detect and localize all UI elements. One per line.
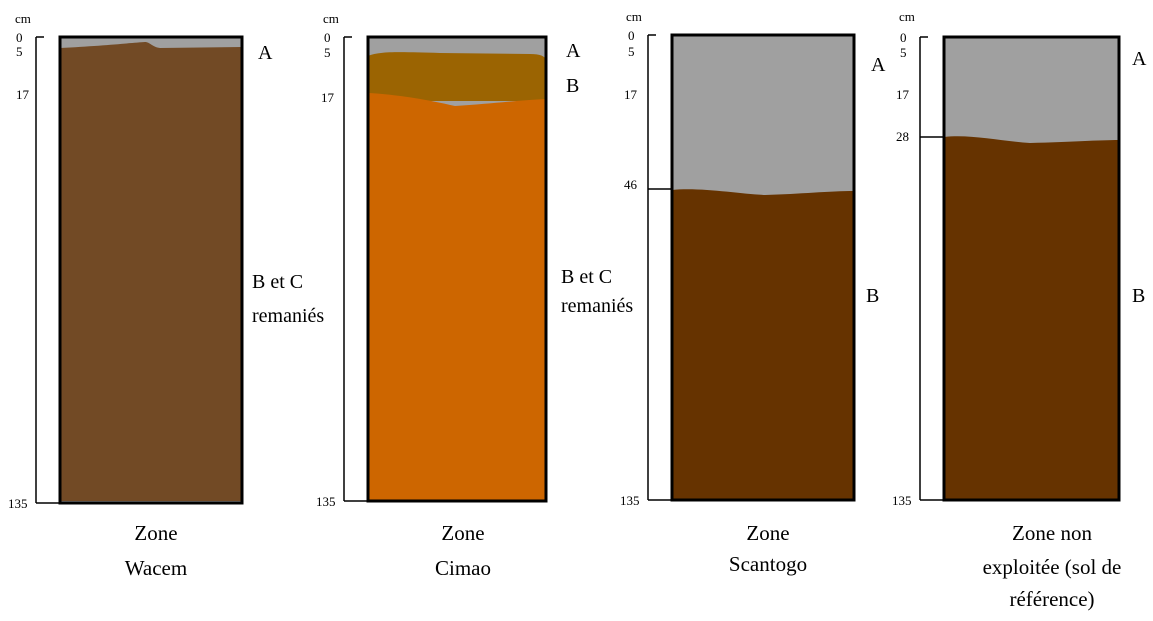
horizon-label-a: A: [1132, 48, 1147, 70]
profile-scantogo: cm 0 5 17 46 135 A B Zone Scantogo: [620, 9, 886, 576]
horizon-label-b: B: [866, 285, 879, 307]
profile-frame: [670, 33, 856, 502]
horizon-label-bc: B et C: [561, 266, 612, 288]
depth-unit: cm: [323, 11, 339, 26]
profile-wacem: cm 0 5 17 135 A B et C remaniés Zone Wac…: [8, 11, 324, 580]
horizon-b-layer: [672, 189, 854, 499]
profile-frame: [366, 35, 548, 503]
horizon-bc-layer: [60, 42, 242, 501]
depth-tick-label: 135: [892, 493, 912, 508]
depth-unit: cm: [15, 11, 31, 26]
depth-tick-label: 135: [316, 494, 336, 509]
horizon-label-a: A: [258, 42, 273, 64]
depth-tick-label: 5: [324, 45, 331, 60]
depth-tick-label: 0: [16, 30, 23, 45]
horizon-bc-layer: [368, 93, 546, 500]
depth-tick-label: 0: [324, 30, 331, 45]
depth-unit: cm: [899, 9, 915, 24]
depth-tick-label: 5: [16, 44, 23, 59]
horizon-label-a: A: [566, 40, 581, 62]
depth-tick-label: 46: [624, 177, 638, 192]
depth-tick-label: 5: [628, 44, 635, 59]
horizon-label-a: A: [871, 54, 886, 76]
depth-tick-label: 17: [321, 90, 335, 105]
depth-tick-label: 28: [896, 129, 909, 144]
depth-tick-label: 17: [624, 87, 638, 102]
depth-tick-label: 135: [620, 493, 640, 508]
horizon-label-b: B: [1132, 285, 1145, 307]
zone-caption: référence): [1009, 587, 1094, 611]
depth-tick-label: 0: [628, 28, 635, 43]
profile-frame: [58, 35, 244, 505]
horizon-label-bc: B et C: [252, 271, 303, 293]
depth-tick-label: 17: [16, 87, 30, 102]
zone-caption: Zone: [746, 521, 789, 545]
profile-frame: [942, 35, 1121, 502]
depth-tick-label: 5: [900, 45, 907, 60]
depth-tick-label: 0: [900, 30, 907, 45]
zone-caption: Wacem: [125, 556, 187, 580]
depth-tick-label: 135: [8, 496, 28, 511]
horizon-label-bc: remaniés: [252, 305, 324, 327]
depth-unit: cm: [626, 9, 642, 24]
horizon-b-layer: [368, 52, 546, 101]
depth-tick-label: 17: [896, 87, 910, 102]
zone-caption: Zone: [134, 521, 177, 545]
zone-caption: Cimao: [435, 556, 491, 580]
horizon-label-bc: remaniés: [561, 295, 633, 317]
zone-caption: Zone: [441, 521, 484, 545]
horizon-b-layer: [944, 136, 1119, 500]
profile-cimao: cm 0 5 17 135 A B B et C remaniés Zone C…: [316, 11, 633, 580]
zone-caption: exploitée (sol de: [983, 555, 1122, 579]
zone-caption: Scantogo: [729, 552, 807, 576]
horizon-label-b: B: [566, 75, 579, 97]
zone-caption: Zone non: [1012, 521, 1092, 545]
profile-reference: cm 0 5 17 28 135 A B Zone non exploitée …: [892, 9, 1147, 611]
